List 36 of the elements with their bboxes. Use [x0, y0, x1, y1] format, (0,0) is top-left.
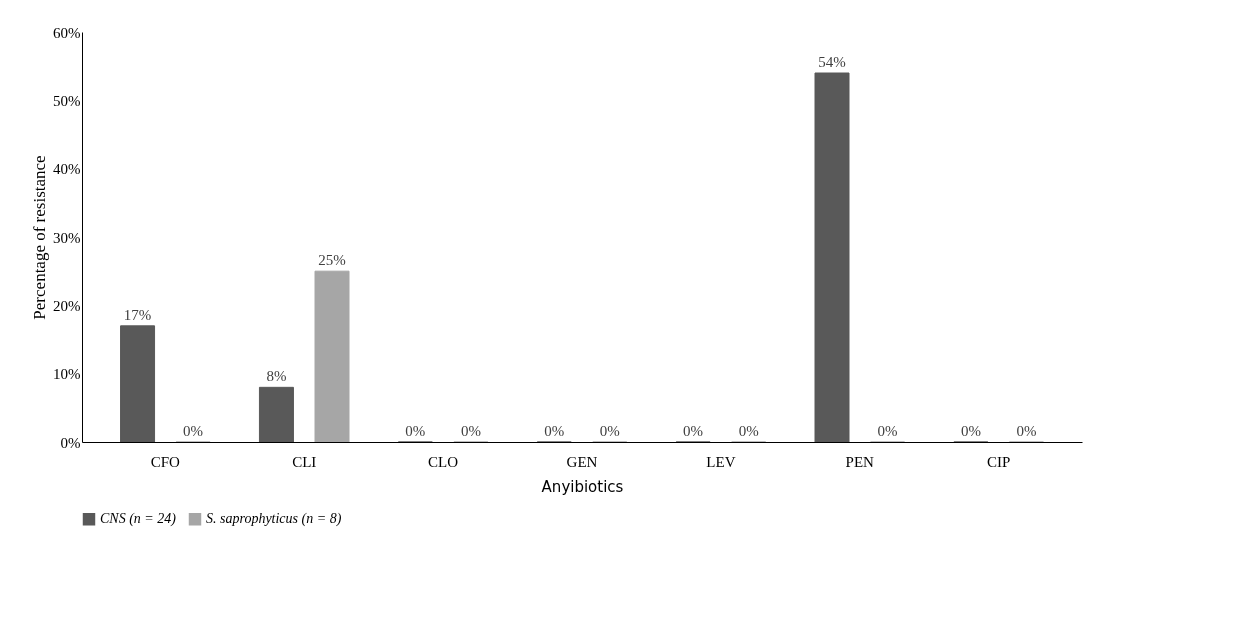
bar	[120, 325, 156, 443]
data-label: 17%	[123, 306, 152, 323]
bar	[814, 72, 850, 443]
y-tick-label: 40%	[53, 161, 81, 178]
legend-label: CNS (n = 24)	[100, 511, 177, 528]
data-label: 25%	[318, 252, 346, 269]
data-label: 0%	[738, 423, 759, 439]
y-tick-label: 10%	[53, 366, 81, 383]
y-tick-label: 0%	[60, 434, 81, 451]
data-label: 0%	[460, 423, 481, 439]
y-tick-label: 50%	[53, 92, 81, 109]
x-tick-label: LEV	[706, 453, 736, 470]
data-label: 0%	[960, 423, 981, 439]
data-label: 0%	[599, 423, 620, 439]
x-axis-title: Anyibiotics	[541, 477, 624, 496]
data-label: 0%	[183, 423, 204, 439]
data-label: 0%	[405, 423, 426, 439]
data-label: 0%	[683, 423, 704, 439]
legend-label: S. saprophyticus (n = 8)	[206, 511, 342, 528]
x-tick-label: CLO	[428, 453, 459, 470]
data-label: 8%	[266, 368, 287, 385]
y-tick-label: 60%	[53, 24, 81, 41]
bar	[314, 270, 350, 443]
x-tick-label: PEN	[845, 453, 875, 470]
data-label: 0%	[544, 423, 565, 439]
y-tick-label: 30%	[53, 229, 81, 246]
data-label: 54%	[818, 54, 846, 70]
data-label: 0%	[1016, 423, 1037, 439]
x-tick-label: CLI	[292, 453, 317, 470]
bar	[258, 386, 294, 443]
data-label: 0%	[877, 423, 898, 439]
x-tick-label: CIP	[986, 453, 1011, 470]
x-tick-label: CFO	[150, 453, 181, 470]
y-tick-label: 20%	[53, 297, 81, 314]
y-axis-title: Percentage of resistance	[30, 155, 49, 320]
x-tick-label: GEN	[566, 453, 598, 470]
